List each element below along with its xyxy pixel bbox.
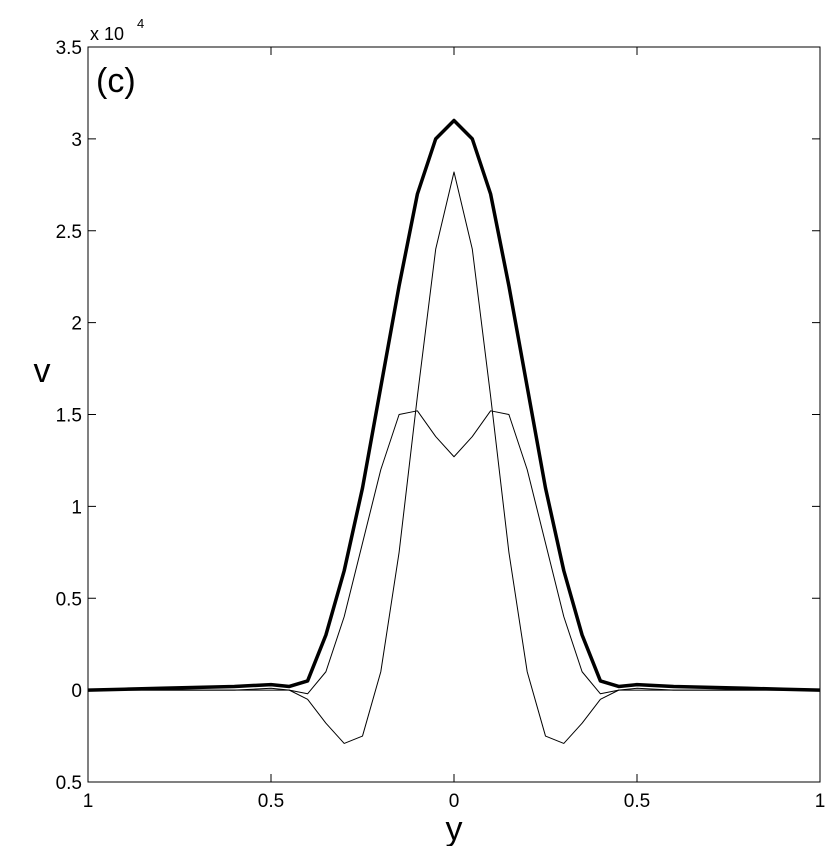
exponent: 4 xyxy=(137,16,144,31)
x-axis-label: y xyxy=(446,810,463,846)
y-tick-label: 2 xyxy=(71,314,82,335)
plot-frame xyxy=(87,46,821,783)
panel-label: (c) xyxy=(96,62,136,100)
x-tick-label: 1 xyxy=(815,791,826,812)
y-tick-label: 1 xyxy=(71,497,82,518)
y-tick-label: 1.5 xyxy=(56,406,82,427)
x-tick-label: 0.5 xyxy=(624,791,650,812)
y-tick-label: 3.5 xyxy=(56,38,82,59)
x-tick-label: 0.5 xyxy=(258,791,284,812)
y-tick-label: 0.5 xyxy=(56,589,82,610)
y-tick-label: 3 xyxy=(71,130,82,151)
line-series xyxy=(88,410,820,695)
y-tick-label: 2.5 xyxy=(56,222,82,243)
y-axis-label: v xyxy=(34,352,51,390)
exponent-base: x 10 xyxy=(90,24,124,44)
y-tick-label: 0 xyxy=(71,681,82,702)
y-tick-label: 0.5 xyxy=(56,773,82,794)
line-series xyxy=(87,118,821,692)
x-tick-label: 1 xyxy=(83,791,94,812)
x-tick-label: 0 xyxy=(449,791,460,812)
line-series xyxy=(88,171,820,744)
